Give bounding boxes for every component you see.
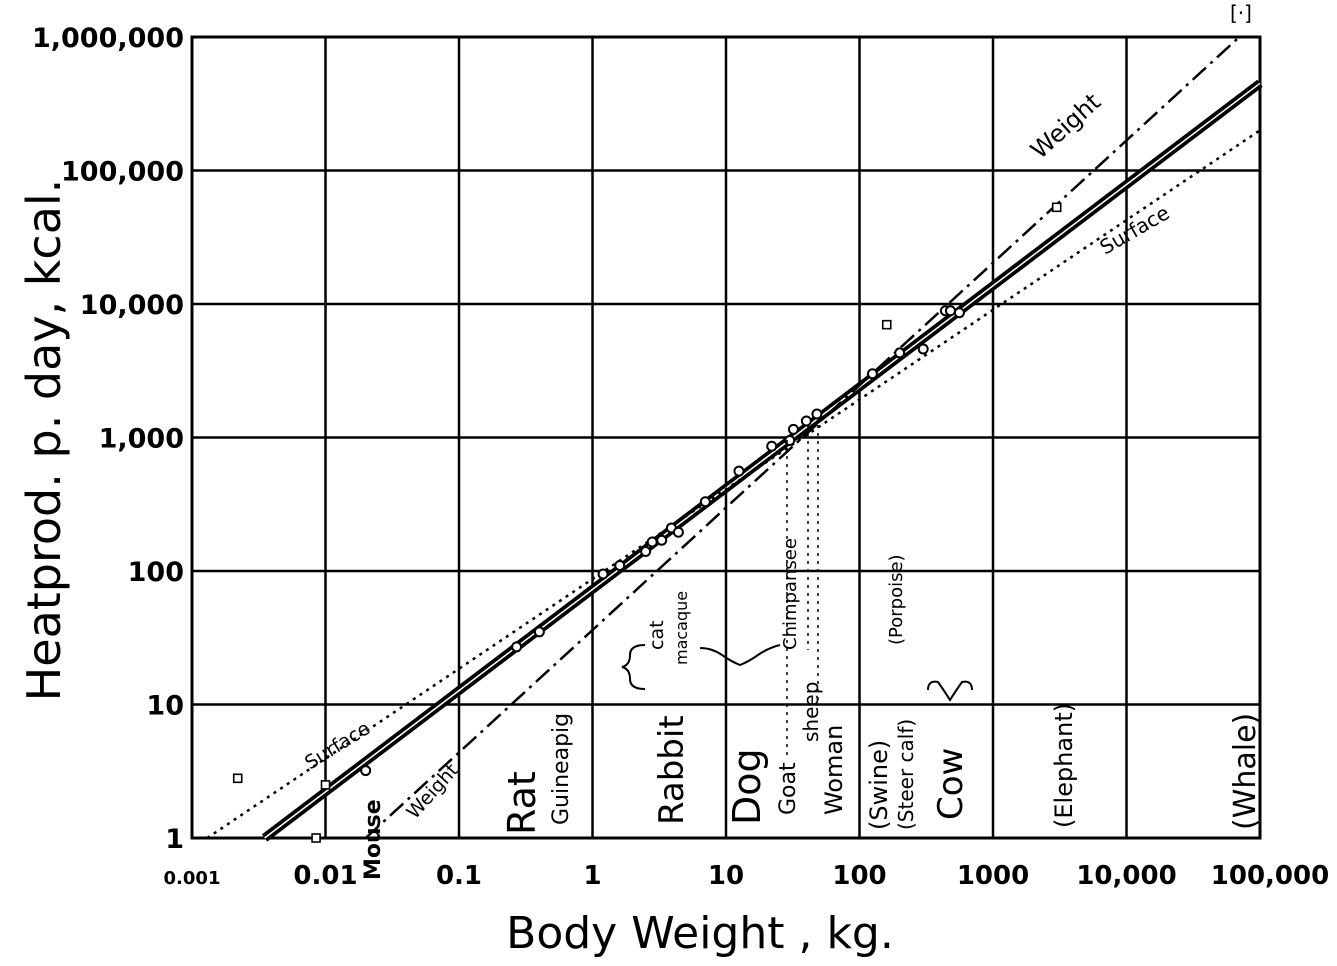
label-whale: (Whale)	[1228, 713, 1263, 830]
data-point	[656, 534, 668, 546]
y-tick-label: 1	[165, 824, 184, 855]
label-swine: (Swine)	[865, 740, 893, 830]
data-point	[699, 496, 711, 508]
y-tick-label: 100	[128, 557, 184, 588]
x-tick-label: 0.01	[293, 861, 357, 891]
surface-label-top: Surface	[1096, 200, 1174, 259]
label-guineapig: Guineapig	[549, 713, 574, 825]
y-axis-title: Heatprod. p. day, kcal.	[17, 179, 71, 702]
data-point	[866, 368, 878, 380]
data-point	[360, 765, 372, 777]
series-line-surface	[206, 129, 1261, 840]
outlier-point	[311, 833, 321, 843]
data-point	[672, 526, 684, 538]
brace-cow	[927, 680, 973, 702]
label-steer-calf: (Steer calf)	[894, 719, 918, 830]
brace-dog	[699, 644, 781, 667]
x-tick-label: 0.1	[436, 861, 482, 891]
x-tick-label: 100,000	[1211, 861, 1329, 891]
x-tick-label: 1	[583, 861, 601, 891]
y-tick-label: 10	[146, 691, 184, 722]
data-point	[597, 568, 609, 580]
x-tick-label: 1000	[957, 861, 1029, 891]
data-point	[944, 305, 956, 317]
outlier-point	[881, 319, 892, 330]
outlier-point	[1051, 202, 1062, 213]
label-rat: Rat	[500, 771, 544, 835]
data-point	[800, 415, 812, 427]
label-cow: Cow	[931, 748, 971, 820]
data-point	[811, 408, 823, 420]
x-tick-label: 10,000	[1076, 861, 1176, 891]
series-line-main-inner	[264, 82, 1261, 839]
weight-label-top: Weight	[1025, 88, 1106, 165]
data-point	[533, 626, 545, 638]
data-point	[766, 440, 778, 452]
chart-grid	[190, 35, 1262, 840]
data-point	[787, 423, 799, 435]
label-mouse: Mouse	[361, 799, 386, 880]
points-layer	[232, 202, 1062, 843]
label-rabbit: Rabbit	[652, 715, 692, 825]
data-point	[640, 545, 652, 557]
x-tick-label: 100	[832, 861, 886, 891]
outlier-point	[232, 773, 243, 784]
data-point	[511, 641, 523, 653]
x-axis-title: Body Weight , kg.	[506, 908, 894, 959]
data-point	[894, 347, 906, 359]
ticks-layer: 0.001 0.01 0.1 1 10 100 1000 10,000 100,000 1 10 10…	[32, 23, 1329, 891]
label-cat: cat	[646, 620, 668, 650]
label-elephant: (Elephant)	[1050, 703, 1078, 828]
label-sheep: sheep	[799, 682, 823, 742]
corner-mark: [·]	[1230, 1, 1252, 25]
label-macaque: macaque	[672, 591, 691, 665]
data-point	[733, 465, 745, 477]
x-tick-label: 0.001	[164, 868, 221, 889]
series-layer	[206, 36, 1263, 842]
y-tick-label: 1,000	[99, 424, 184, 455]
label-goat: Goat	[776, 762, 801, 815]
label-chimpansee: Chimpansee	[780, 538, 801, 650]
data-point	[614, 559, 626, 571]
label-woman: Woman	[820, 725, 848, 815]
y-tick-label: 1,000,000	[32, 23, 184, 54]
outlier-point	[320, 780, 331, 790]
label-dog: Dog	[725, 748, 769, 825]
weight-label-bottom: Weight	[402, 759, 463, 823]
y-tick-label: 100,000	[61, 157, 184, 188]
label-porpoise: (Porpoise)	[886, 554, 907, 645]
data-point	[646, 536, 658, 548]
data-point	[917, 343, 929, 355]
data-point	[953, 307, 965, 319]
x-tick-label: 10	[708, 861, 744, 891]
y-tick-label: 10,000	[80, 290, 184, 321]
brace-rabbit	[621, 644, 646, 690]
